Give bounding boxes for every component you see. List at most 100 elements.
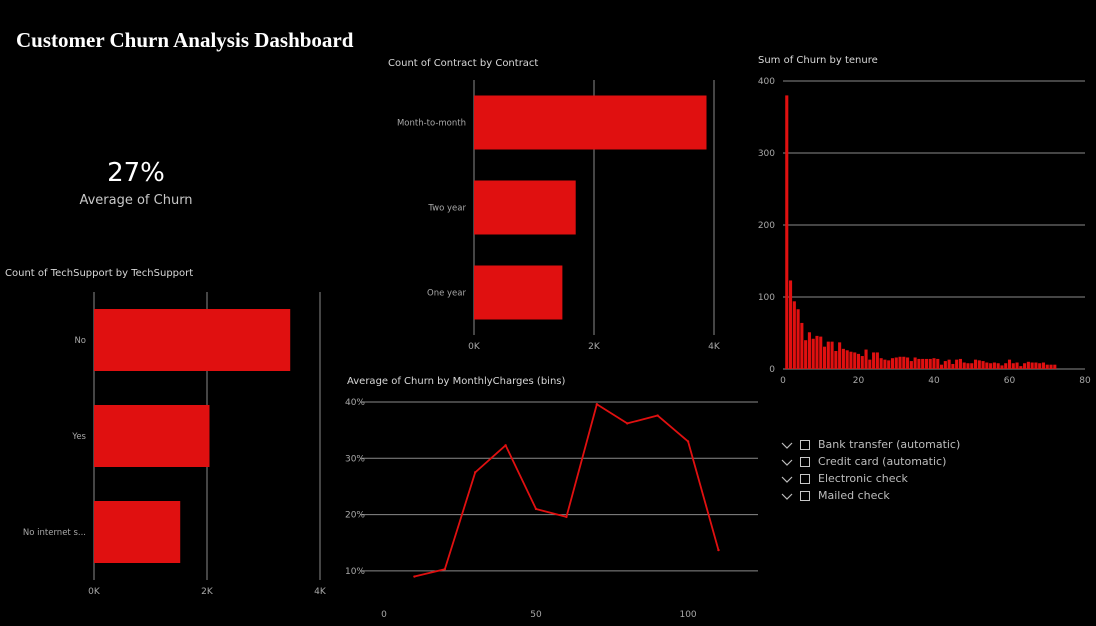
- bar: [978, 360, 981, 369]
- y-tick-label: 40%: [345, 398, 365, 408]
- bar: [959, 359, 962, 369]
- series-line: [414, 404, 718, 576]
- bar: [944, 361, 947, 369]
- kpi-card[interactable]: 27% Average of Churn: [30, 155, 242, 208]
- bar: [857, 354, 860, 369]
- tenure-chart-title: Sum of Churn by tenure: [758, 55, 878, 66]
- bar: [793, 301, 796, 369]
- y-tick-label: 30%: [345, 454, 365, 464]
- y-tick-label: 100: [758, 293, 775, 303]
- chevron-down-icon[interactable]: [780, 440, 794, 450]
- y-tick-label: 10%: [345, 567, 365, 577]
- bar: [1046, 365, 1049, 369]
- category-label: No internet s...: [23, 528, 86, 538]
- y-tick-label: 20%: [345, 511, 365, 521]
- bar: [982, 361, 985, 369]
- bar: [966, 363, 969, 369]
- slicer-item-label: Electronic check: [818, 472, 908, 485]
- bar: [838, 342, 841, 369]
- tenure-bar-chart[interactable]: 0 100 200 300 400 0 20 40 60 80: [750, 72, 1090, 387]
- x-tick-label: 20: [853, 376, 865, 386]
- bar: [834, 351, 837, 369]
- chevron-down-icon[interactable]: [780, 491, 794, 501]
- bar: [789, 280, 792, 369]
- bar: [94, 501, 180, 563]
- bar: [819, 337, 822, 369]
- monthly-line-chart[interactable]: 10% 20% 30% 40% 0 50 100: [340, 392, 760, 622]
- bar: [94, 405, 209, 467]
- bar: [895, 357, 898, 369]
- bar: [1016, 363, 1019, 369]
- bar: [917, 359, 920, 369]
- x-tick-label: 40: [928, 376, 940, 386]
- techsupport-bar-chart[interactable]: 0K 2K 4K No Yes No internet s...: [0, 290, 340, 605]
- category-label: No: [74, 336, 86, 346]
- bar: [997, 363, 1000, 369]
- category-label: Month-to-month: [397, 119, 466, 129]
- slicer-item[interactable]: Credit card (automatic): [780, 453, 960, 470]
- bar: [872, 352, 875, 369]
- bar: [970, 363, 973, 369]
- data-point: [444, 568, 446, 570]
- bar: [963, 363, 966, 369]
- y-tick-label: 200: [758, 221, 775, 231]
- bar: [823, 347, 826, 369]
- bar: [1004, 363, 1007, 369]
- data-point: [596, 403, 598, 405]
- x-tick-label: 0: [780, 376, 786, 386]
- bar: [993, 363, 996, 369]
- contract-bar-chart[interactable]: 0K 2K 4K Month-to-month Two year One year: [390, 80, 730, 355]
- checkbox[interactable]: [800, 457, 810, 467]
- chevron-down-icon[interactable]: [780, 457, 794, 467]
- category-label: Yes: [71, 432, 86, 442]
- category-label: Two year: [427, 204, 466, 214]
- bar: [883, 360, 886, 369]
- x-tick-label: 0K: [468, 342, 481, 352]
- x-tick-label: 0K: [88, 587, 101, 597]
- slicer-item[interactable]: Mailed check: [780, 487, 960, 504]
- payment-method-slicer[interactable]: Bank transfer (automatic) Credit card (a…: [780, 436, 960, 504]
- checkbox[interactable]: [800, 440, 810, 450]
- y-tick-label: 0: [769, 365, 775, 375]
- checkbox[interactable]: [800, 491, 810, 501]
- chevron-down-icon[interactable]: [780, 474, 794, 484]
- bar: [1000, 365, 1003, 369]
- bar: [474, 266, 562, 320]
- bar: [891, 358, 894, 369]
- slicer-item-label: Mailed check: [818, 489, 890, 502]
- checkbox[interactable]: [800, 474, 810, 484]
- bar: [861, 356, 864, 369]
- bar: [849, 352, 852, 369]
- bar: [1031, 363, 1034, 369]
- bar: [804, 340, 807, 369]
- bar: [1049, 365, 1052, 369]
- x-tick-label: 4K: [708, 342, 721, 352]
- bar: [985, 363, 988, 369]
- bar: [974, 360, 977, 369]
- data-point: [535, 508, 537, 510]
- bar: [880, 358, 883, 369]
- bar: [925, 359, 928, 369]
- bar: [846, 350, 849, 369]
- data-point: [717, 549, 719, 551]
- slicer-item[interactable]: Electronic check: [780, 470, 960, 487]
- bar: [94, 309, 290, 371]
- bar: [797, 309, 800, 369]
- x-tick-label: 100: [679, 610, 696, 620]
- slicer-item-label: Credit card (automatic): [818, 455, 946, 468]
- bar: [474, 181, 576, 235]
- bar: [887, 360, 890, 369]
- data-point: [504, 444, 506, 446]
- bar: [940, 365, 943, 369]
- bar: [955, 360, 958, 369]
- slicer-item[interactable]: Bank transfer (automatic): [780, 436, 960, 453]
- techsupport-chart-title: Count of TechSupport by TechSupport: [5, 268, 193, 279]
- category-label: One year: [427, 289, 466, 299]
- bar: [1023, 363, 1026, 369]
- bar: [1038, 363, 1041, 369]
- x-tick-label: 50: [530, 610, 542, 620]
- bar: [876, 352, 879, 369]
- bar: [929, 359, 932, 369]
- bar: [868, 360, 871, 369]
- contract-chart-title: Count of Contract by Contract: [388, 58, 538, 69]
